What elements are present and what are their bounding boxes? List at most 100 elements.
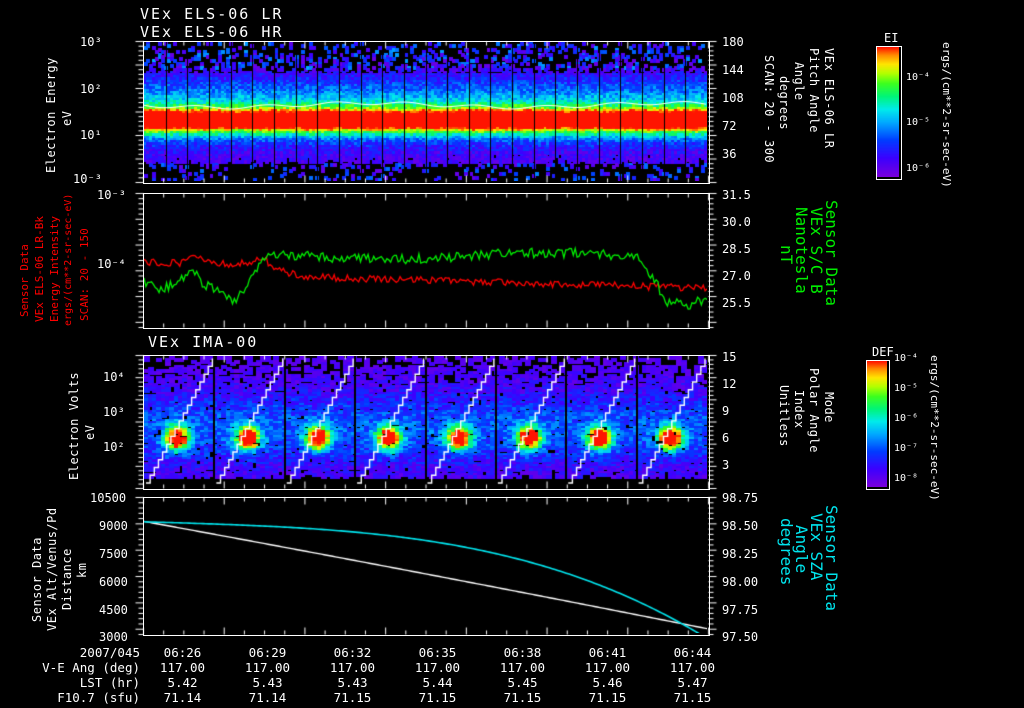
footer-row-label-0: 2007/045 bbox=[79, 645, 140, 660]
footer-veang-4: 117.00 bbox=[499, 660, 546, 675]
panel3-rytick-0: 15 bbox=[722, 350, 737, 364]
panel3-rlabel-unitless: Unitless bbox=[777, 385, 791, 447]
footer-veang-1: 117.00 bbox=[244, 660, 291, 675]
panel4-rytick-2: 98.25 bbox=[722, 547, 759, 561]
footer-lst-4: 5.45 bbox=[507, 675, 538, 690]
panel3-ytick-0: 10⁴ bbox=[103, 370, 125, 384]
footer-f107-5: 71.15 bbox=[588, 690, 627, 705]
panel4-ytick-2: 7500 bbox=[99, 547, 128, 561]
panel2-ytick-1: 10⁻⁴ bbox=[97, 257, 126, 271]
panel2-rytick-4: 25.5 bbox=[722, 296, 751, 310]
footer-f107-2: 71.15 bbox=[333, 690, 372, 705]
panel2-rlabel-nt: nT bbox=[777, 245, 796, 265]
panel3-ytick-2: 10² bbox=[103, 440, 125, 454]
footer-row-label-2: LST (hr) bbox=[79, 675, 140, 690]
panel2-rytick-3: 27.0 bbox=[722, 269, 751, 283]
panel1-title-hr: VEx ELS-06 HR bbox=[140, 23, 284, 41]
panel4-rytick-1: 98.50 bbox=[722, 519, 759, 533]
panel2-rytick-2: 28.5 bbox=[722, 242, 751, 256]
panel-altitude-sza[interactable] bbox=[143, 497, 710, 636]
panel2-llabel-scan: SCAN: 20 - 150 bbox=[78, 228, 91, 321]
panel-ima-spectrogram[interactable] bbox=[143, 355, 710, 490]
intensity-mag-lines-canvas bbox=[144, 194, 707, 326]
panel1-ytick-0: 10³ bbox=[80, 35, 102, 49]
footer-veang-6: 117.00 bbox=[669, 660, 716, 675]
footer-veang-5: 117.00 bbox=[584, 660, 631, 675]
footer-time-2: 06:32 bbox=[333, 645, 372, 660]
colorbar-def-title: DEF bbox=[872, 345, 894, 359]
panel1-rytick-1: 144 bbox=[722, 63, 744, 77]
colorbar-ei-title: EI bbox=[884, 31, 899, 45]
footer-time-3: 06:35 bbox=[418, 645, 457, 660]
colorbar-ei-tick-0: 10⁻⁴ bbox=[906, 72, 931, 83]
panel2-rytick-1: 30.0 bbox=[722, 215, 751, 229]
panel1-rlabel-angle: Angle bbox=[792, 62, 806, 101]
table-row: 2007/045 06:26 06:29 06:32 06:35 06:38 0… bbox=[10, 645, 735, 660]
panel4-rytick-4: 97.75 bbox=[722, 603, 759, 617]
footer-lst-0: 5.42 bbox=[167, 675, 198, 690]
table-row: V-E Ang (deg) 117.00 117.00 117.00 117.0… bbox=[10, 660, 735, 675]
panel1-ylabel-line1: Electron Energy bbox=[44, 57, 58, 173]
colorbar-ei-tick-2: 10⁻⁶ bbox=[906, 163, 931, 174]
footer-lst-5: 5.46 bbox=[592, 675, 623, 690]
panel2-llabel-instrument: VEx ELS-06 LR-Bk bbox=[33, 216, 46, 322]
panel4-rytick-3: 98.00 bbox=[722, 575, 759, 589]
colorbar-def-tick-2: 10⁻⁶ bbox=[894, 413, 919, 424]
panel1-rlabel-pitchangle: Pitch Angle bbox=[807, 48, 821, 133]
footer-time-0: 06:26 bbox=[163, 645, 202, 660]
panel3-rytick-1: 12 bbox=[722, 377, 737, 391]
panel1-rlabel-scan: SCAN: 20 - 300 bbox=[762, 55, 776, 164]
colorbar-ei-tick-1: 10⁻⁵ bbox=[906, 117, 931, 128]
panel4-llabel-source: VEx Alt/Venus/Pd bbox=[45, 507, 59, 631]
panel1-ytick-2: 10¹ bbox=[80, 128, 102, 142]
colorbar-def-unit: ergs/(cm**2-sr-sec-eV) bbox=[928, 355, 941, 501]
panel4-ytick-3: 6000 bbox=[99, 575, 128, 589]
footer-parameter-table: 2007/045 06:26 06:29 06:32 06:35 06:38 0… bbox=[10, 645, 735, 705]
panel3-rytick-4: 3 bbox=[722, 458, 730, 472]
footer-lst-1: 5.43 bbox=[252, 675, 283, 690]
panel4-ytick-5: 3000 bbox=[99, 630, 128, 644]
panel3-rytick-3: 6 bbox=[722, 431, 730, 445]
panel4-ytick-4: 4500 bbox=[99, 603, 128, 617]
altitude-sza-canvas bbox=[144, 498, 707, 633]
panel3-ylabel-line1: Electron Volts bbox=[67, 371, 81, 480]
table-row: LST (hr) 5.42 5.43 5.43 5.44 5.45 5.46 5… bbox=[10, 675, 735, 690]
footer-f107-4: 71.15 bbox=[503, 690, 542, 705]
colorbar-def-tick-0: 10⁻⁴ bbox=[894, 353, 919, 364]
panel3-ylabel-line2: eV bbox=[83, 424, 97, 440]
footer-f107-6: 71.15 bbox=[673, 690, 712, 705]
footer-time-1: 06:29 bbox=[248, 645, 287, 660]
panel2-rytick-0: 31.5 bbox=[722, 188, 751, 202]
footer-veang-2: 117.00 bbox=[329, 660, 376, 675]
footer-time-6: 06:44 bbox=[673, 645, 712, 660]
panel4-llabel-distance: Distance bbox=[60, 548, 74, 610]
colorbar-def[interactable] bbox=[866, 360, 890, 490]
panel1-rlabel-degrees: degrees bbox=[777, 76, 791, 131]
footer-veang-3: 117.00 bbox=[414, 660, 461, 675]
colorbar-ei-unit: ergs/(cm**2-sr-sec-eV) bbox=[940, 42, 953, 188]
panel-els-intensity-mag[interactable] bbox=[143, 193, 710, 329]
panel4-ytick-1: 9000 bbox=[99, 519, 128, 533]
panel-els-spectrogram[interactable] bbox=[143, 41, 710, 184]
panel3-rlabel-polarangle: Polar Angle bbox=[807, 368, 821, 453]
footer-row-label-3: F10.7 (sfu) bbox=[57, 690, 140, 705]
footer-f107-1: 71.14 bbox=[248, 690, 287, 705]
footer-f107-3: 71.15 bbox=[418, 690, 457, 705]
footer-lst-6: 5.47 bbox=[677, 675, 708, 690]
colorbar-def-tick-1: 10⁻⁵ bbox=[894, 383, 919, 394]
panel1-ytick-3: 10⁻³ bbox=[73, 172, 102, 186]
colorbar-def-tick-4: 10⁻⁸ bbox=[894, 473, 919, 484]
colorbar-def-tick-3: 10⁻⁷ bbox=[894, 443, 919, 454]
panel3-title: VEx IMA-00 bbox=[148, 333, 259, 351]
panel1-title-lr: VEx ELS-06 LR bbox=[140, 5, 284, 23]
panel1-rytick-3: 72 bbox=[722, 119, 737, 133]
footer-lst-3: 5.44 bbox=[422, 675, 453, 690]
els-spectrogram-canvas bbox=[144, 42, 707, 181]
panel4-ytick-0: 10500 bbox=[90, 491, 127, 505]
footer-row-label-1: V-E Ang (deg) bbox=[42, 660, 140, 675]
panel4-rytick-5: 97.50 bbox=[722, 630, 759, 644]
panel3-rytick-2: 9 bbox=[722, 404, 730, 418]
colorbar-ei[interactable] bbox=[876, 46, 902, 180]
panel3-ytick-1: 10³ bbox=[103, 405, 125, 419]
